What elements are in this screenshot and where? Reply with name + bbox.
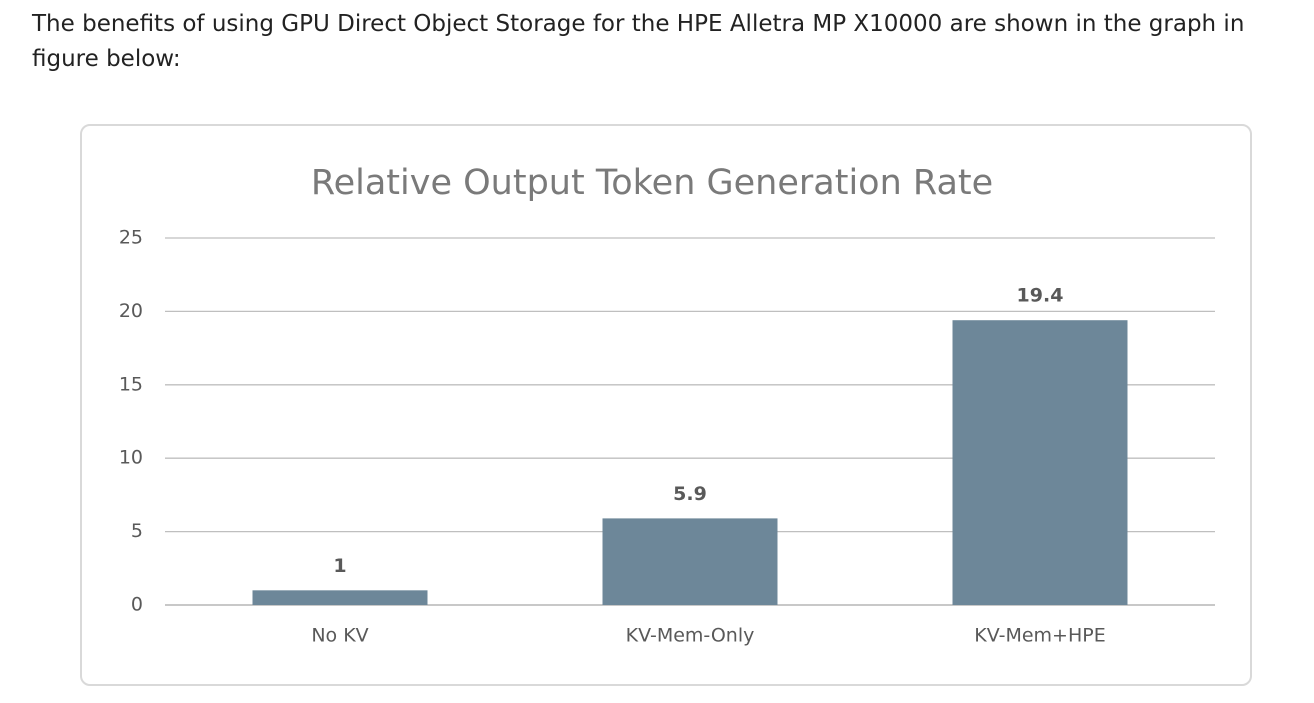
bar xyxy=(252,590,428,605)
y-tick-label: 10 xyxy=(119,447,143,469)
y-tick-label: 25 xyxy=(119,227,143,249)
y-tick-label: 5 xyxy=(131,520,143,542)
bar xyxy=(602,518,778,605)
y-tick-label: 15 xyxy=(119,373,143,395)
x-tick-label: KV-Mem+HPE xyxy=(974,625,1105,647)
x-tick-label: KV-Mem-Only xyxy=(626,625,755,647)
chart-title: Relative Output Token Generation Rate xyxy=(311,163,993,203)
y-tick-label: 0 xyxy=(131,594,143,616)
data-label: 1 xyxy=(333,555,346,577)
x-tick-label: No KV xyxy=(311,625,368,647)
chart-frame xyxy=(80,124,1252,686)
y-tick-label: 20 xyxy=(119,300,143,322)
intro-text: The benefits of using GPU Direct Object … xyxy=(32,11,1245,72)
bar xyxy=(952,320,1128,605)
data-label: 5.9 xyxy=(673,483,707,505)
data-label: 19.4 xyxy=(1017,285,1064,307)
